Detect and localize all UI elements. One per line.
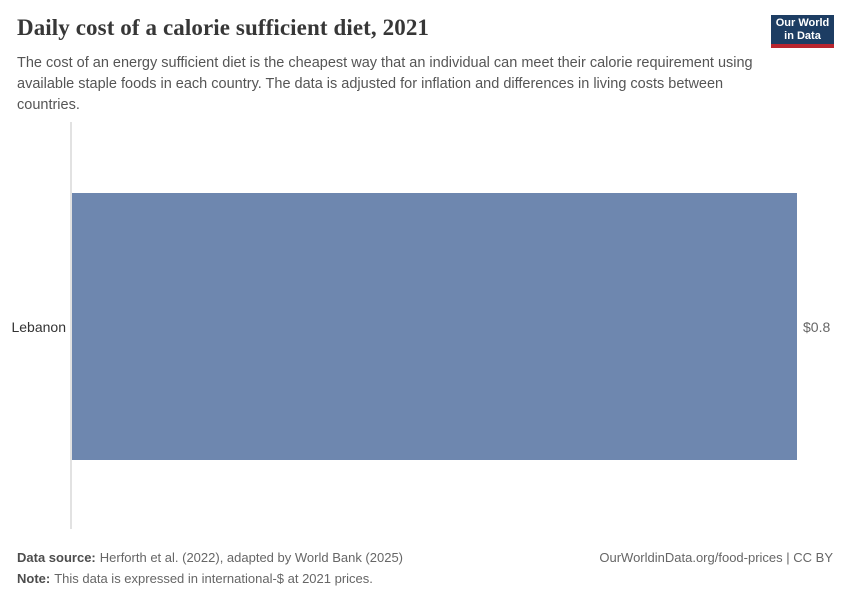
data-source-line: Data source: Herforth et al. (2022), adap… bbox=[17, 547, 403, 568]
data-source-text: Herforth et al. (2022), adapted by World… bbox=[99, 550, 404, 565]
bar-lebanon[interactable] bbox=[72, 193, 797, 460]
owid-logo-line1: Our World bbox=[775, 16, 830, 29]
y-axis-line bbox=[70, 122, 72, 529]
data-source-label: Data source: bbox=[17, 550, 96, 565]
note-text: This data is expressed in international-… bbox=[54, 571, 373, 586]
entity-label-lebanon: Lebanon bbox=[11, 319, 66, 335]
chart-title: Daily cost of a calorie sufficient diet,… bbox=[17, 15, 430, 40]
attribution-link[interactable]: OurWorldinData.org/food-prices | CC BY bbox=[599, 550, 833, 565]
chart-subtitle: The cost of an energy sufficient diet is… bbox=[17, 55, 753, 113]
owid-logo-line2: in Data bbox=[784, 29, 821, 42]
footer-notes: Data source: Herforth et al. (2022), adap… bbox=[17, 547, 403, 589]
owid-logo: Our World in Data bbox=[771, 15, 834, 48]
value-label-lebanon: $0.8 bbox=[803, 319, 831, 335]
note-line: Note: This data is expressed in internati… bbox=[17, 568, 403, 589]
note-label: Note: bbox=[17, 571, 51, 586]
